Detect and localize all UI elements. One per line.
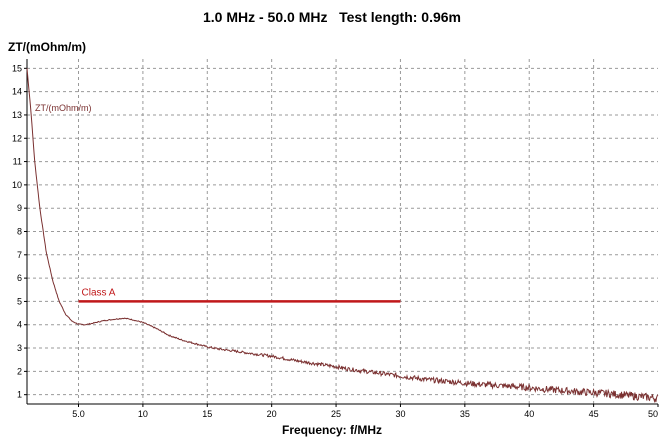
y-tick-label: 3 xyxy=(17,343,22,353)
series-line xyxy=(27,68,658,402)
annotation-layer: Class A xyxy=(79,287,401,301)
x-tick-label: 20 xyxy=(267,409,277,419)
x-tick-label: 35 xyxy=(460,409,470,419)
y-tick-label: 2 xyxy=(17,366,22,376)
y-tick-label: 1 xyxy=(17,390,22,400)
x-tick-label: 25 xyxy=(331,409,341,419)
plot-frame xyxy=(24,59,658,407)
y-tick-label: 8 xyxy=(17,227,22,237)
series-layer xyxy=(27,68,658,402)
y-tick-label: 14 xyxy=(12,87,22,97)
x-tick-label: 45 xyxy=(589,409,599,419)
x-axis-title: Frequency: f/MHz xyxy=(0,423,664,437)
y-tick-label: 10 xyxy=(12,180,22,190)
x-tick-label: 50 xyxy=(648,409,658,419)
y-tick-label: 4 xyxy=(17,320,22,330)
y-tick-label: 11 xyxy=(13,157,22,167)
y-tick-label: 6 xyxy=(17,273,22,283)
y-tick-label: 15 xyxy=(12,63,22,73)
x-tick-label: 40 xyxy=(524,409,534,419)
x-tick-label: 10 xyxy=(138,409,148,419)
x-tick-label: 5.0 xyxy=(72,409,85,419)
y-tick-label: 7 xyxy=(17,250,22,260)
series-legend-label: ZT/(mOhm/m) xyxy=(35,103,92,113)
x-tick-label: 30 xyxy=(395,409,405,419)
grid xyxy=(27,59,658,404)
x-tick-labels: 5.0 10 15 20 25 30 35 40 45 50 xyxy=(72,409,658,419)
class-a-label: Class A xyxy=(82,287,116,298)
y-tick-label: 13 xyxy=(12,110,22,120)
y-tick-label: 9 xyxy=(17,203,22,213)
x-tick-label: 15 xyxy=(202,409,212,419)
y-tick-label: 5 xyxy=(17,296,22,306)
y-tick-label: 12 xyxy=(12,133,22,143)
